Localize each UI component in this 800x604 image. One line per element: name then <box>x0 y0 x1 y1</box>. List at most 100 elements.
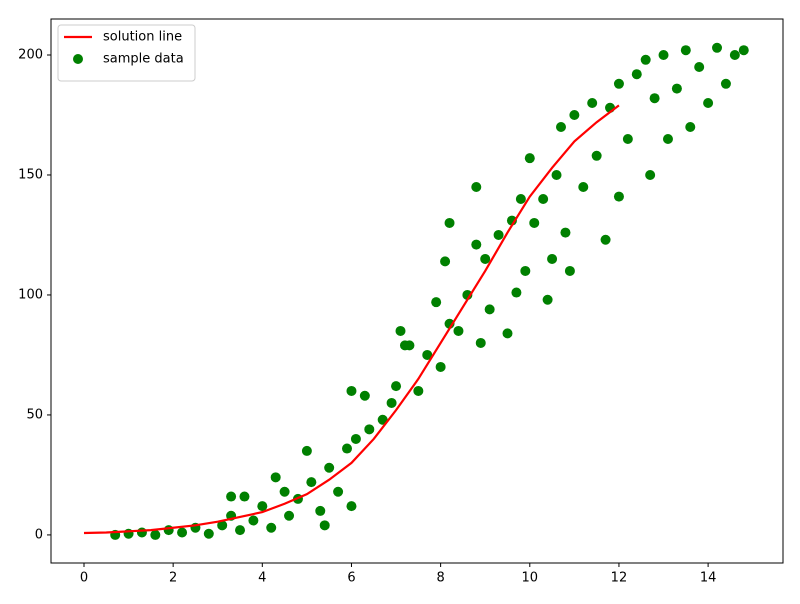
scatter-point <box>386 397 397 408</box>
scatter-point <box>600 234 611 245</box>
scatter-point <box>591 150 602 161</box>
scatter-point <box>524 153 535 164</box>
scatter-point <box>720 78 731 89</box>
scatter-point <box>359 390 370 401</box>
scatter-point <box>613 191 624 202</box>
scatter-point <box>658 49 669 60</box>
scatter-point <box>440 256 451 267</box>
scatter-point <box>306 477 317 488</box>
x-tick-label: 8 <box>436 571 444 586</box>
scatter-point <box>551 169 562 180</box>
scatter-point <box>301 445 312 456</box>
scatter-point <box>324 462 335 473</box>
scatter-point <box>484 304 495 315</box>
legend-label: sample data <box>103 52 184 67</box>
scatter-point <box>333 486 344 497</box>
x-tick-label: 4 <box>258 571 266 586</box>
scatter-point <box>226 491 237 502</box>
scatter-point <box>645 169 656 180</box>
x-tick-label: 14 <box>700 571 717 586</box>
scatter-point <box>685 121 696 132</box>
scatter-point <box>502 328 513 339</box>
scatter-point <box>163 525 174 536</box>
x-tick-label: 12 <box>611 571 628 586</box>
scatter-point <box>560 227 571 238</box>
scatter-point <box>547 253 558 264</box>
axes-frame <box>50 18 784 564</box>
scatter-point <box>480 253 491 264</box>
scatter-point <box>729 49 740 60</box>
scatter-point <box>631 69 642 80</box>
scatter-point <box>475 337 486 348</box>
scatter-point <box>315 505 326 516</box>
scatter-point <box>350 433 361 444</box>
scatter-point <box>555 121 566 132</box>
x-tick-label: 2 <box>169 571 177 586</box>
scatter-point <box>346 385 357 396</box>
legend-marker <box>73 54 83 64</box>
y-tick-label: 100 <box>18 287 43 302</box>
x-tick-label: 6 <box>347 571 355 586</box>
scatter-point <box>377 414 388 425</box>
scatter-point <box>404 340 415 351</box>
scatter-point <box>569 109 580 120</box>
x-tick-label: 0 <box>80 571 88 586</box>
scatter-point <box>662 133 673 144</box>
scatter-point <box>284 510 295 521</box>
scatter-point <box>177 527 188 538</box>
scatter-point <box>239 491 250 502</box>
scatter-point <box>203 528 214 539</box>
scatter-point <box>471 239 482 250</box>
scatter-point <box>435 361 446 372</box>
scatter-point <box>391 381 402 392</box>
scatter-point <box>538 193 549 204</box>
scatter-point <box>150 529 161 540</box>
y-tick-label: 0 <box>35 527 43 542</box>
scatter-point <box>136 527 147 538</box>
scatter-point <box>694 61 705 72</box>
scatter-point <box>712 42 723 53</box>
legend-box <box>57 24 196 82</box>
y-tick-label: 200 <box>18 47 43 62</box>
y-tick-label: 50 <box>26 407 43 422</box>
scatter-point <box>422 349 433 360</box>
scatter-point <box>217 520 228 531</box>
plot-area <box>83 42 749 540</box>
legend-label: solution line <box>103 30 182 45</box>
scatter-point <box>493 229 504 240</box>
scatter-point <box>587 97 598 108</box>
scatter-point <box>413 385 424 396</box>
scatter-point <box>431 297 442 308</box>
scatter-point <box>578 181 589 192</box>
scatter-point <box>613 78 624 89</box>
scatter-point <box>515 193 526 204</box>
scatter-point <box>270 472 281 483</box>
scatter-point <box>471 181 482 192</box>
scatter-point <box>342 443 353 454</box>
scatter-point <box>680 45 691 56</box>
scatter-point <box>529 217 540 228</box>
scatter-point <box>622 133 633 144</box>
scatter-point <box>542 294 553 305</box>
scatter-point <box>257 501 268 512</box>
scatter-point <box>235 525 246 536</box>
scatter-point <box>511 287 522 298</box>
scatter-point <box>649 93 660 104</box>
scatter-point <box>364 424 375 435</box>
scatter-point <box>520 265 531 276</box>
scatter-point <box>279 486 290 497</box>
scatter-point <box>640 54 651 65</box>
line <box>83 104 620 535</box>
y-tick-label: 150 <box>18 167 43 182</box>
scatter-point <box>671 83 682 94</box>
scatter-point <box>703 97 714 108</box>
scatter-point <box>266 522 277 533</box>
scatter-point <box>453 325 464 336</box>
scatter-point <box>564 265 575 276</box>
scatter-point <box>444 217 455 228</box>
scatter-point <box>248 515 259 526</box>
x-tick-label: 10 <box>522 571 539 586</box>
scatter-point <box>738 45 749 56</box>
